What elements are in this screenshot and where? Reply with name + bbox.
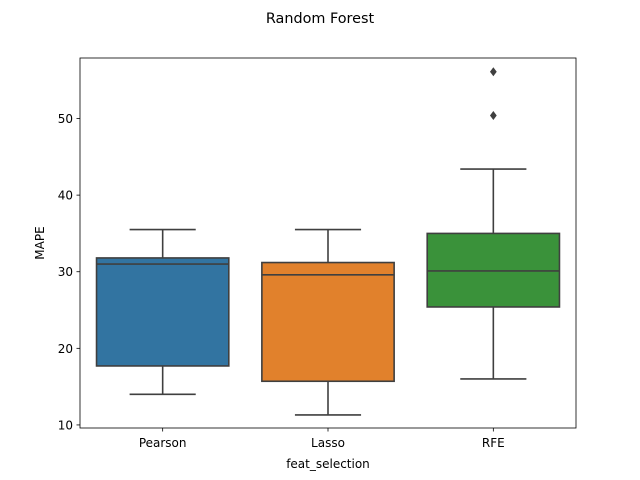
plot-frame	[79, 57, 577, 429]
outlier-point	[489, 67, 497, 77]
box-pearson	[95, 257, 230, 367]
x-tick-label: Lasso	[311, 436, 345, 450]
y-tick-label: 30	[58, 265, 73, 279]
y-tick-label: 20	[58, 342, 73, 356]
outlier-point	[489, 110, 497, 120]
x-tick-label: Pearson	[139, 436, 187, 450]
y-tick-label: 10	[58, 418, 73, 432]
box-lasso	[261, 261, 395, 383]
x-axis-label: feat_selection	[286, 457, 370, 471]
y-tick-label: 40	[58, 189, 73, 203]
chart-title: Random Forest	[266, 11, 375, 27]
x-tick-label: RFE	[482, 436, 505, 450]
y-axis-label: MAPE	[33, 226, 47, 259]
y-tick-label: 50	[58, 112, 73, 126]
plot-area: 10 20 30 40 50 Pearson Lasso RFE	[58, 67, 561, 450]
